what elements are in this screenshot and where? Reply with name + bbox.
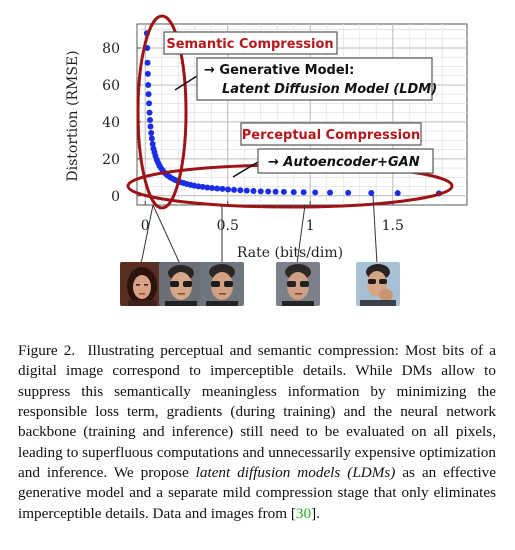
face-man-pixelated [276, 262, 320, 306]
data-point [265, 188, 272, 195]
data-point [199, 183, 206, 190]
data-point [148, 135, 155, 142]
data-point [368, 189, 375, 196]
connector-line [140, 204, 154, 265]
data-point [144, 59, 151, 66]
data-point [149, 141, 156, 148]
data-point [147, 123, 154, 130]
x-axis-title: Rate (bits/dim) [237, 245, 343, 261]
figure-caption: Figure 2. Illustrating perceptual and se… [18, 342, 497, 522]
perceptual-label: Perceptual Compression [242, 128, 420, 143]
data-point [300, 189, 307, 196]
axis-ticks: 0 0.5 1 1.5 0 20 40 60 80 [102, 41, 404, 234]
y-tick-label: 60 [102, 78, 120, 94]
data-point [327, 189, 334, 196]
face-man-hand [356, 262, 400, 306]
data-point [148, 129, 155, 136]
data-point [147, 117, 154, 124]
generative-label-line2: Latent Diffusion Model (LDM) [222, 82, 437, 97]
semantic-label: Semantic Compression [166, 37, 333, 52]
face-man-sunglasses [159, 262, 203, 306]
data-point [290, 189, 297, 196]
generative-label-box [196, 57, 433, 101]
data-point [257, 188, 264, 195]
face-connectors [140, 194, 378, 265]
data-point [231, 186, 238, 193]
face-man-sunglasses-2 [200, 262, 244, 306]
face-woman [120, 262, 164, 306]
caption-emphasis: latent diffusion models (LDMs) [195, 463, 396, 481]
caption-text-1: Illustrating perceptual and semantic com… [18, 342, 497, 481]
data-point [237, 187, 244, 194]
connector-line [296, 204, 306, 265]
perceptual-pointer [232, 161, 259, 178]
x-tick-label: 0 [141, 218, 150, 234]
data-point [145, 81, 152, 88]
semantic-pointer [174, 75, 198, 91]
data-point [250, 187, 257, 194]
data-point [219, 185, 226, 192]
rate-distortion-chart: 0 0.5 1 1.5 0 20 40 60 80 Rate (bits/dim) Distor… [65, 14, 468, 265]
semantic-label-box [163, 31, 338, 55]
data-point [209, 185, 216, 192]
x-tick-label: 1.5 [382, 218, 404, 234]
data-point [225, 186, 232, 193]
perceptual-label-box [240, 122, 422, 146]
y-tick-label: 20 [102, 152, 120, 168]
data-point [272, 188, 279, 195]
figure: 0 0.5 1 1.5 0 20 40 60 80 Rate (bits/dim) Distor… [65, 14, 468, 306]
data-point [146, 109, 153, 116]
x-tick-label: 0.5 [217, 218, 239, 234]
data-point [145, 91, 152, 98]
data-point [345, 189, 352, 196]
data-point [243, 187, 250, 194]
generative-label-line1: → Generative Model: [204, 63, 354, 78]
data-point [280, 188, 287, 195]
y-axis-title: Distortion (RMSE) [65, 50, 81, 181]
reference-link[interactable]: 30 [295, 504, 312, 522]
data-point [394, 190, 401, 197]
figure-label: Figure 2. [18, 342, 76, 360]
caption-reference[interactable]: [30] [290, 504, 317, 522]
autoencoder-label: → Autoencoder+GAN [268, 155, 420, 170]
caption-text-2: as an effective generative model and a s… [18, 463, 497, 522]
data-point [312, 189, 319, 196]
semantic-ellipse [136, 14, 188, 210]
y-tick-label: 80 [102, 41, 120, 57]
data-point [204, 184, 211, 191]
data-point [146, 100, 153, 107]
y-tick-label: 40 [102, 115, 120, 131]
connector-line [152, 204, 181, 265]
data-point [214, 185, 221, 192]
data-point [144, 70, 151, 77]
autoencoder-label-box [257, 148, 434, 174]
x-tick-label: 1 [306, 218, 315, 234]
connector-line [372, 194, 378, 265]
y-tick-label: 0 [111, 189, 120, 205]
